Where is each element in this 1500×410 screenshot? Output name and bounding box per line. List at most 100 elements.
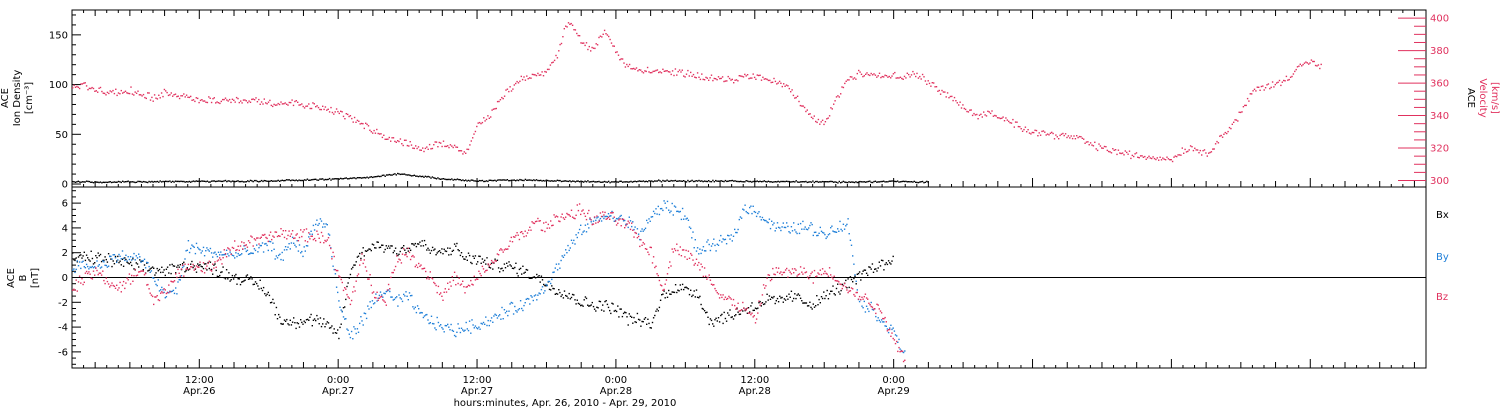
bz-point bbox=[345, 288, 347, 290]
by-point bbox=[883, 321, 885, 323]
velocity-point bbox=[927, 80, 929, 82]
bz-point bbox=[832, 278, 834, 280]
velocity-point bbox=[1067, 135, 1070, 137]
by-point bbox=[718, 239, 721, 242]
bx-point bbox=[371, 243, 374, 245]
by-point bbox=[222, 254, 224, 256]
ion-density-point bbox=[469, 180, 471, 182]
by-point bbox=[703, 250, 706, 252]
bz-point bbox=[165, 292, 168, 295]
bz-point bbox=[473, 275, 475, 277]
by-point bbox=[312, 224, 315, 227]
bx-point bbox=[624, 311, 626, 313]
ion-density-point bbox=[169, 180, 171, 182]
by-point bbox=[546, 284, 548, 287]
velocity-point bbox=[1274, 83, 1276, 86]
by-point bbox=[364, 312, 367, 315]
velocity-point bbox=[449, 144, 452, 146]
ion-density-point bbox=[735, 180, 738, 183]
velocity-point bbox=[302, 105, 304, 108]
velocity-point bbox=[702, 78, 704, 81]
ion-density-point bbox=[760, 181, 763, 183]
ion-density-point bbox=[705, 180, 707, 183]
bz-point bbox=[750, 313, 752, 316]
ion-density-point bbox=[771, 181, 774, 183]
ion-density-point bbox=[565, 180, 567, 182]
by-point bbox=[893, 330, 896, 332]
bx-point bbox=[615, 310, 618, 313]
bx-point bbox=[824, 297, 826, 300]
bx-point bbox=[397, 254, 399, 257]
bz-point bbox=[467, 284, 470, 286]
by-point bbox=[558, 263, 560, 265]
velocity-point bbox=[1210, 151, 1213, 153]
velocity-point bbox=[578, 35, 581, 37]
ion-density-point bbox=[442, 178, 445, 180]
velocity-point bbox=[320, 108, 322, 111]
velocity-point bbox=[692, 73, 695, 76]
ion-density-point bbox=[776, 181, 778, 183]
ion-density-point bbox=[502, 179, 504, 181]
ion-density-point bbox=[324, 178, 327, 181]
bx-point bbox=[516, 272, 518, 275]
bx-point bbox=[828, 293, 831, 295]
x-tick-date-label: Apr.28 bbox=[739, 386, 771, 397]
bx-point bbox=[246, 274, 249, 276]
ion-density-point bbox=[90, 181, 92, 183]
bz-point bbox=[685, 249, 687, 252]
by-point bbox=[871, 308, 874, 311]
bx-point bbox=[264, 293, 266, 295]
by-point bbox=[646, 219, 648, 222]
bz-point bbox=[635, 232, 637, 235]
velocity-point bbox=[199, 99, 202, 102]
bz-point bbox=[546, 227, 548, 229]
bx-point bbox=[104, 256, 106, 258]
bx-point bbox=[876, 270, 878, 272]
ion-density-point bbox=[290, 179, 292, 182]
by-point bbox=[580, 224, 582, 226]
bz-point bbox=[441, 295, 443, 297]
bz-point bbox=[463, 286, 465, 288]
velocity-point bbox=[1302, 63, 1304, 66]
bx-point bbox=[597, 307, 599, 309]
bz-point bbox=[98, 272, 100, 274]
velocity-point bbox=[469, 144, 471, 146]
bz-point bbox=[411, 255, 413, 258]
velocity-point bbox=[534, 74, 536, 76]
velocity-point bbox=[356, 119, 359, 122]
velocity-point bbox=[1194, 147, 1196, 149]
velocity-point bbox=[928, 82, 931, 85]
by-point bbox=[430, 315, 433, 317]
bz-point bbox=[707, 276, 709, 279]
bx-point bbox=[121, 258, 124, 260]
bx-point bbox=[173, 265, 176, 267]
by-point bbox=[229, 251, 231, 253]
velocity-point bbox=[163, 88, 166, 91]
ion-density-point bbox=[434, 177, 436, 179]
ion-density-point bbox=[758, 181, 760, 183]
velocity-point bbox=[1152, 156, 1154, 158]
velocity-point bbox=[474, 130, 477, 133]
ion-density-point bbox=[723, 180, 725, 183]
bx-point bbox=[360, 257, 362, 260]
bx-point bbox=[195, 271, 198, 273]
velocity-point bbox=[573, 29, 575, 31]
velocity-point bbox=[1028, 132, 1031, 134]
bz-point bbox=[860, 298, 862, 301]
ion-density-point bbox=[328, 177, 331, 180]
by-point bbox=[346, 328, 348, 330]
by-point bbox=[282, 259, 284, 261]
velocity-point bbox=[669, 71, 671, 73]
bx-point bbox=[238, 278, 240, 280]
ion-density-point bbox=[820, 181, 822, 183]
ion-density-point bbox=[919, 181, 921, 183]
velocity-point bbox=[623, 62, 625, 64]
velocity-point bbox=[141, 95, 143, 97]
velocity-point bbox=[1080, 136, 1082, 138]
bz-point bbox=[176, 276, 178, 279]
ion-density-point bbox=[192, 180, 195, 182]
by-point bbox=[603, 217, 605, 220]
ion-density-point bbox=[680, 180, 682, 182]
bx-point bbox=[678, 290, 680, 292]
by-point bbox=[421, 312, 423, 314]
